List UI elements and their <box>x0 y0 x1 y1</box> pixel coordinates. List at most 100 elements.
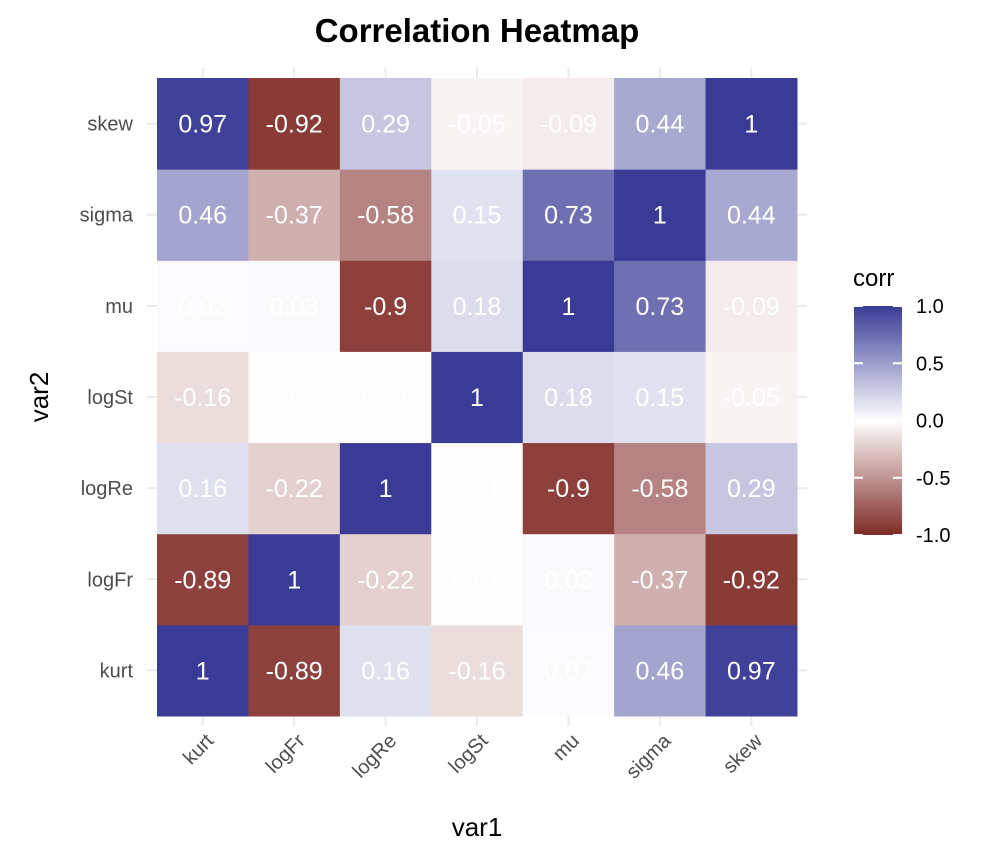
cell-value-label: -0.05 <box>723 384 780 412</box>
cell-value-label: 0.97 <box>178 111 227 139</box>
heatmap-cell <box>522 442 615 535</box>
heatmap-cell <box>157 351 249 444</box>
cell-value-label: 0.03 <box>544 566 593 594</box>
cell-value-label: -0.37 <box>266 202 323 230</box>
y-tick-label: logSt <box>87 387 133 409</box>
y-axis-title: var2 <box>24 372 54 423</box>
legend-tick-label: -0.5 <box>916 468 950 490</box>
cell-value-label: 1 <box>561 293 575 321</box>
heatmap-cell <box>614 351 707 444</box>
heatmap-cell <box>614 260 707 352</box>
x-tick-label: skew <box>719 730 767 778</box>
x-tick-label: logRe <box>349 730 402 783</box>
heatmap-cell <box>705 442 798 535</box>
heatmap-cell <box>614 624 707 717</box>
cell-value-label: -0.9 <box>364 293 407 321</box>
heatmap-cell <box>248 78 341 170</box>
cell-value-label: -0.58 <box>631 475 688 503</box>
cell-value-label: 0.18 <box>453 293 502 321</box>
heatmap-cell <box>157 624 249 717</box>
heatmap-cell <box>522 169 615 261</box>
x-tick-label: kurt <box>179 730 218 769</box>
cell-value-label: -0.9 <box>547 475 590 503</box>
cell-value-label: 0.29 <box>727 475 776 503</box>
cell-value-label: 1 <box>196 657 210 685</box>
x-tick-label: logSt <box>445 730 493 778</box>
heatmap-cell <box>522 78 615 170</box>
cell-value-label: -0.89 <box>174 566 231 594</box>
heatmap-cell <box>339 260 432 352</box>
cell-value-label: 0.16 <box>361 657 410 685</box>
y-tick-label: skew <box>87 114 133 136</box>
heatmap-cell <box>522 260 615 352</box>
x-tick-label: logFr <box>262 730 310 778</box>
cell-value-label: -0.09 <box>723 293 780 321</box>
cell-value-label: -0.16 <box>449 657 506 685</box>
heatmap-cell <box>157 442 249 535</box>
cell-value-label: -0.22 <box>266 475 323 503</box>
legend-tick-label: 0.5 <box>916 353 944 375</box>
heatmap-cell <box>705 624 798 717</box>
cell-value-label: 0.01 <box>453 475 502 503</box>
heatmap-cell <box>157 260 249 352</box>
cell-value-label: 0.97 <box>727 657 776 685</box>
heatmap-cell <box>431 78 524 170</box>
cell-value-label: -0.58 <box>357 202 414 230</box>
heatmap-cell <box>157 78 249 170</box>
heatmap-cell <box>339 442 432 535</box>
x-tick-label: sigma <box>622 729 676 783</box>
heatmap-cell <box>522 624 615 717</box>
y-tick-label: logFr <box>87 569 133 591</box>
heatmap-cell <box>339 351 432 444</box>
heatmap-cell <box>705 78 798 170</box>
cell-value-label: 0.73 <box>636 293 685 321</box>
heatmap-cell <box>248 169 341 261</box>
cell-value-label: -0.05 <box>449 111 506 139</box>
heatmap-cell <box>431 351 524 444</box>
cell-value-label: -0.92 <box>723 566 780 594</box>
cell-value-label: -0.89 <box>266 657 323 685</box>
cell-value-label: 0.03 <box>270 293 319 321</box>
cell-labels: 1 -0.89 0.16 -0.16 0.02 0.46 0.97 -0.89 1 -0.22 0.… <box>174 111 780 686</box>
cell-value-label: 0.02 <box>544 657 593 685</box>
cell-value-label: 1 <box>379 475 393 503</box>
cell-value-label: -0.37 <box>631 566 688 594</box>
cell-value-label: 0.01 <box>270 384 319 412</box>
heatmap-cell <box>522 351 615 444</box>
cell-value-label: 1 <box>653 202 667 230</box>
legend-tick-label: 1.0 <box>916 296 944 318</box>
cell-value-label: 0.15 <box>453 202 502 230</box>
heatmap-cell <box>248 442 341 535</box>
heatmap-cell <box>157 533 249 626</box>
heatmap-cell <box>705 351 798 444</box>
cell-value-label: 1 <box>470 384 484 412</box>
cell-value-label: 0.01 <box>361 384 410 412</box>
legend-title: corr <box>853 265 894 292</box>
cell-value-label: 0.16 <box>178 475 227 503</box>
heatmap-cell <box>614 78 707 170</box>
heatmap-cells <box>157 78 798 717</box>
heatmap-cell <box>339 533 432 626</box>
cell-value-label: 1 <box>744 111 758 139</box>
heatmap-cell <box>614 533 707 626</box>
heatmap-cell <box>339 169 432 261</box>
y-axis-ticks: kurt logFr logRe logSt mu sigma skew <box>80 114 134 683</box>
heatmap-cell <box>431 260 524 352</box>
cell-value-label: 0.18 <box>544 384 593 412</box>
cell-value-label: -0.92 <box>266 111 323 139</box>
heatmap-cell <box>248 624 341 717</box>
legend-ticks: 1.0 0.5 0.0 -0.5 -1.0 <box>854 296 950 547</box>
color-legend: corr 1.0 0.5 0.0 -0.5 -1.0 <box>853 265 950 547</box>
cell-value-label: 0.44 <box>727 202 776 230</box>
legend-tick-label: -1.0 <box>916 525 950 547</box>
chart-title: Correlation Heatmap <box>315 12 640 49</box>
heatmap-cell <box>705 260 798 352</box>
cell-value-label: -0.16 <box>174 384 231 412</box>
cell-value-label: 0.46 <box>636 657 685 685</box>
x-axis-title: var1 <box>452 812 503 842</box>
cell-value-label: 0.15 <box>636 384 685 412</box>
heatmap-cell <box>157 169 249 261</box>
heatmap-cell <box>614 442 707 535</box>
y-tick-label: sigma <box>80 205 134 227</box>
